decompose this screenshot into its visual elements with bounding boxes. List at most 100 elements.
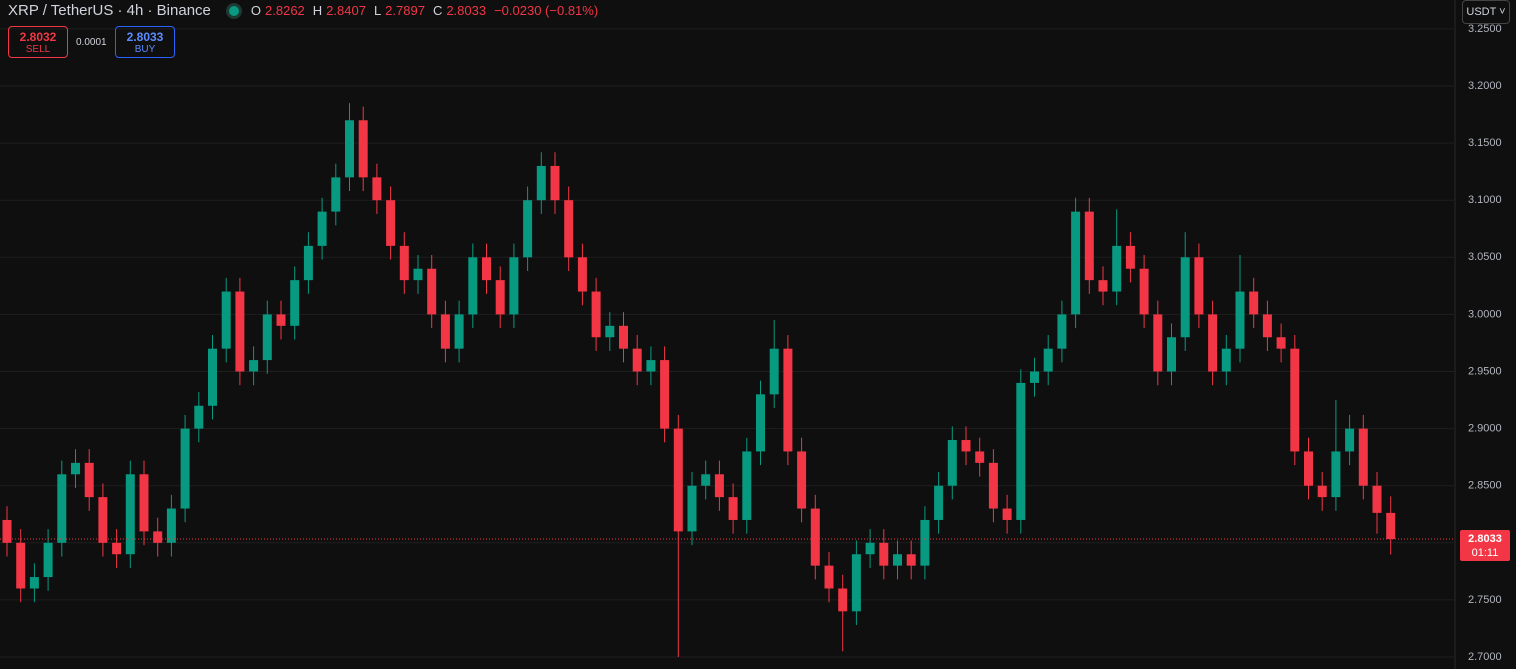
candle-body [865,542,875,555]
candle-body [838,588,848,612]
candle-body [303,245,313,281]
y-tick-label: 3.1500 [1468,137,1502,149]
candle-body [1276,337,1286,349]
candle-body [454,314,464,349]
candle-body [221,291,231,349]
legend-key: O [250,3,262,18]
candle-body [769,348,779,395]
candle-body [934,485,944,520]
candle-body [1139,268,1149,315]
legend-value: 2.8262 [265,3,305,18]
candle-body [1071,211,1081,315]
candle-body [345,120,354,178]
candle-body [1262,314,1272,338]
last-price-tag [1460,530,1510,562]
candle-body [975,451,985,463]
candle-body [249,360,259,372]
candle-body [180,428,190,509]
candle-body [194,405,204,429]
y-tick-label: 3.0500 [1468,251,1502,263]
candle-body [290,280,300,326]
candle-body [851,554,861,612]
candle-body [742,451,752,520]
candle-body [1304,451,1313,486]
candle-body [550,165,560,201]
candle-body [577,257,587,292]
candle-body [536,165,546,201]
candle-body [98,497,108,543]
buy-label: BUY [134,44,156,55]
candle-body [139,474,149,532]
sell-button[interactable]: 2.8032 SELL [8,26,68,58]
candle-body [947,440,957,486]
market-status [228,5,239,16]
candle-body [1290,348,1300,452]
candle-body [276,314,286,326]
candle-body [399,245,409,281]
legend-key: C [432,3,443,18]
candle-body [1331,451,1341,498]
currency: USDT [1466,6,1497,18]
candle-body [1098,280,1108,292]
currency-select[interactable]: USDT ˅ [1462,0,1510,24]
candle-body [71,462,80,475]
sell-price: 2.8032 [19,30,57,44]
candle-body [1180,257,1190,338]
candle-body [673,428,683,532]
candle-body [1125,245,1135,269]
candle-body [605,325,615,338]
y-tick-label: 3.1000 [1468,194,1502,206]
candle-body [879,542,889,566]
candle-body [262,314,272,361]
candle-body [660,360,670,429]
candle-body [29,577,39,589]
y-tick-label: 3.2500 [1468,23,1502,35]
y-tick-label: 2.9000 [1468,423,1502,435]
candle-body [125,474,135,555]
candle-body [1235,291,1245,349]
candle-body [687,485,697,532]
candle-body [166,508,176,543]
candle-body [1084,211,1094,281]
candle-body [1208,314,1218,372]
symbol-title[interactable]: XRP / TetherUS · 4h · Binance [8,2,211,19]
candle-body [756,394,765,452]
candle-body [440,314,450,349]
buy-button[interactable]: 2.8033 BUY [115,26,175,58]
candle-body [906,554,916,566]
candle-body [509,257,519,315]
candle-body [1002,508,1012,520]
candle-body [893,554,902,566]
candle-body [331,177,341,212]
candle-body [1167,337,1176,372]
y-tick-label: 2.8500 [1468,480,1502,492]
candle-body [1030,371,1039,383]
candle-body [208,348,217,406]
sell-label: SELL [25,44,51,55]
candle-body [1194,257,1204,315]
candle-body [1153,314,1163,372]
candle-body [810,508,820,566]
candle-body [797,451,807,509]
candle-body [646,360,656,372]
candle-body [317,211,327,246]
candle-body [2,519,12,543]
candle-body [920,519,930,566]
candle-body [1112,245,1122,292]
candle-body [372,177,382,201]
legend-value: 2.7897 [385,3,425,18]
candle-body [1043,348,1053,372]
candle-body [153,531,163,543]
candle-body [482,257,491,281]
candle-body [523,200,533,258]
y-tick-label: 2.7500 [1468,594,1502,606]
candle-body [591,291,601,338]
candle-body [468,257,478,315]
countdown: 01:11 [1472,547,1499,559]
candle-body [84,462,94,498]
candle-body [728,497,738,520]
candle-body [358,120,368,178]
candle-body [235,291,245,372]
